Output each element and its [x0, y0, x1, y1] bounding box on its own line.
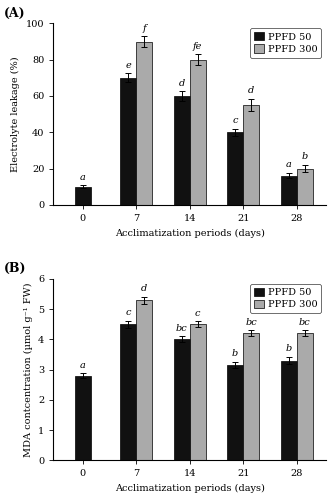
Text: (B): (B)	[4, 262, 27, 276]
Text: c: c	[126, 308, 131, 317]
X-axis label: Acclimatization periods (days): Acclimatization periods (days)	[115, 484, 265, 493]
Bar	[75, 186, 91, 205]
Text: c: c	[195, 308, 200, 318]
Text: a: a	[80, 172, 86, 182]
Text: fe: fe	[193, 42, 202, 50]
Bar	[281, 176, 297, 205]
Text: bc: bc	[245, 318, 257, 327]
Bar	[136, 42, 152, 205]
X-axis label: Acclimatization periods (days): Acclimatization periods (days)	[115, 228, 265, 237]
Text: e: e	[125, 60, 131, 70]
Text: b: b	[302, 152, 308, 162]
Bar	[120, 78, 136, 205]
Legend: PPFD 50, PPFD 300: PPFD 50, PPFD 300	[250, 28, 321, 58]
Bar	[174, 340, 190, 460]
Bar	[227, 365, 243, 460]
Bar	[120, 324, 136, 460]
Bar	[281, 360, 297, 460]
Bar	[136, 300, 152, 460]
Text: d: d	[141, 284, 148, 293]
Y-axis label: MDA contcentration (µmol g⁻¹ FW): MDA contcentration (µmol g⁻¹ FW)	[23, 282, 33, 457]
Bar	[297, 334, 313, 460]
Text: bc: bc	[176, 324, 187, 333]
Bar	[75, 376, 91, 460]
Bar	[174, 96, 190, 205]
Text: c: c	[232, 116, 238, 125]
Bar	[243, 334, 259, 460]
Text: bc: bc	[299, 318, 311, 327]
Bar	[297, 168, 313, 205]
Text: a: a	[286, 160, 292, 170]
Text: (A): (A)	[4, 7, 26, 20]
Bar	[243, 105, 259, 205]
Y-axis label: Electrolyte leakage (%): Electrolyte leakage (%)	[11, 56, 20, 172]
Bar	[227, 132, 243, 205]
Text: b: b	[285, 344, 292, 354]
Text: d: d	[248, 86, 254, 95]
Text: b: b	[232, 350, 238, 358]
Text: a: a	[80, 360, 86, 370]
Text: d: d	[178, 79, 185, 88]
Bar	[190, 60, 206, 205]
Legend: PPFD 50, PPFD 300: PPFD 50, PPFD 300	[250, 284, 321, 314]
Text: f: f	[143, 24, 146, 32]
Bar	[190, 324, 206, 460]
